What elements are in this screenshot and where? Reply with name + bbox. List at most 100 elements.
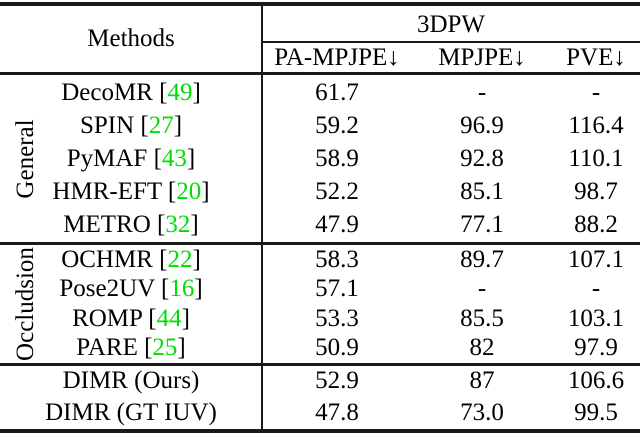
table-row: Pose2UV [16] 57.1 - - [0, 275, 640, 303]
pve-value: 116.4 [568, 111, 624, 139]
pa-mpjpe-value: 61.7 [315, 78, 359, 106]
pa-mpjpe-value: 52.2 [315, 178, 359, 206]
pve-value: 99.5 [574, 399, 618, 426]
mpjpe-value: 89.7 [460, 245, 504, 273]
reference-number: 20 [176, 178, 202, 206]
pve-value: 103.1 [567, 304, 625, 332]
pa-mpjpe-value: 59.2 [315, 111, 359, 139]
mpjpe-value: 87 [469, 367, 495, 394]
col-header-pa-mpjpe: PA-MPJPE↓ [274, 43, 400, 71]
table-row: DIMR (GT IUV) 47.8 73.0 99.5 [0, 399, 640, 427]
method-cell: ROMP [44] [0, 305, 262, 333]
col-header-mpjpe: MPJPE↓ [438, 43, 526, 71]
mpjpe-value: - [477, 78, 487, 106]
section-divider-rule [0, 242, 640, 245]
table-row: METRO [32] 47.9 77.1 88.2 [0, 211, 640, 239]
table-row: HMR-EFT [20] 52.2 85.1 98.7 [0, 178, 640, 206]
method-cell: METRO [32] [0, 211, 262, 239]
section-divider-rule [0, 363, 640, 366]
reference-number: 43 [161, 144, 187, 172]
reference-number: 49 [167, 78, 193, 106]
method-name-suffix: ] [201, 178, 210, 206]
pve-value: - [591, 275, 601, 303]
method-name-suffix: ] [177, 334, 186, 362]
method-cell: PyMAF [43] [0, 145, 262, 173]
method-cell: DecoMR [49] [0, 79, 262, 107]
pve-value: 106.6 [567, 367, 625, 394]
metric-header-row: PA-MPJPE↓ MPJPE↓ PVE↓ [262, 43, 640, 72]
method-cell: DIMR (GT IUV) [0, 399, 262, 427]
reference-number: 22 [167, 245, 193, 273]
reference-number: 44 [156, 304, 182, 332]
pa-mpjpe-value: 50.9 [315, 334, 359, 362]
method-name-suffix: ] [186, 144, 196, 172]
method-name: Pose2UV [ [59, 275, 170, 303]
pa-mpjpe-value: 47.9 [315, 211, 359, 239]
table-row: SPIN [27] 59.2 96.9 116.4 [0, 112, 640, 140]
reference-number: 27 [148, 111, 174, 139]
method-cell: HMR-EFT [20] [0, 178, 262, 206]
group-label-general: General [12, 119, 39, 199]
col-header-pve: PVE↓ [566, 43, 626, 71]
method-name: DecoMR [ [61, 78, 168, 106]
method-name-suffix: ] [181, 304, 190, 332]
mpjpe-value: 85.1 [460, 178, 504, 206]
pa-mpjpe-value: 58.3 [315, 245, 359, 273]
method-name: SPIN [ [79, 111, 149, 139]
group-general: General DecoMR [49] 61.7 - - SPIN [27] 5… [0, 76, 640, 242]
pve-value: 98.7 [574, 178, 618, 206]
pa-mpjpe-value: 47.8 [315, 399, 359, 426]
dataset-underline-rule [262, 41, 640, 43]
pa-mpjpe-value: 57.1 [315, 275, 359, 303]
reference-number: 25 [152, 334, 178, 362]
method-name-suffix: ] [190, 211, 199, 239]
mpjpe-value: 85.5 [460, 304, 504, 332]
table-row: DecoMR [49] 61.7 - - [0, 79, 640, 107]
method-name: OCHMR [ [61, 245, 168, 273]
method-name: DIMR (GT IUV) [45, 399, 217, 426]
column-divider-line [261, 6, 263, 429]
table-row: ROMP [44] 53.3 85.5 103.1 [0, 305, 640, 333]
method-cell: PARE [25] [0, 334, 262, 362]
mpjpe-value: 73.0 [460, 399, 504, 426]
pve-value: - [591, 78, 601, 106]
method-name-suffix: ] [173, 111, 183, 139]
mpjpe-value: 82 [469, 334, 495, 362]
method-cell: SPIN [27] [0, 112, 262, 140]
mpjpe-value: 92.8 [460, 144, 504, 172]
pve-value: 110.1 [568, 144, 624, 172]
method-name-suffix: ] [194, 275, 203, 303]
method-name: PARE [ [76, 334, 153, 362]
pa-mpjpe-value: 53.3 [315, 304, 359, 332]
top-rule [0, 2, 640, 6]
table-row: OCHMR [22] 58.3 89.7 107.1 [0, 246, 640, 274]
pve-value: 88.2 [574, 211, 618, 239]
reference-number: 32 [165, 211, 191, 239]
mpjpe-value: - [477, 275, 487, 303]
table-row: PARE [25] 50.9 82 97.9 [0, 334, 640, 362]
table-row: PyMAF [43] 58.9 92.8 110.1 [0, 145, 640, 173]
pve-value: 97.9 [574, 334, 618, 362]
method-name: ROMP [ [72, 304, 157, 332]
reference-number: 16 [169, 275, 195, 303]
mpjpe-value: 77.1 [460, 211, 504, 239]
pa-mpjpe-value: 58.9 [315, 144, 359, 172]
method-name-suffix: ] [192, 78, 201, 106]
method-cell: OCHMR [22] [0, 246, 262, 274]
mpjpe-value: 96.9 [460, 111, 504, 139]
group-label-occlusion: Occludsion [12, 247, 39, 361]
method-name: PyMAF [ [66, 144, 162, 172]
header-bottom-rule [0, 72, 640, 75]
method-name: HMR-EFT [ [52, 178, 177, 206]
method-cell: Pose2UV [16] [0, 275, 262, 303]
bottom-rule [0, 429, 640, 433]
pa-mpjpe-value: 52.9 [315, 367, 359, 394]
pve-value: 107.1 [567, 245, 625, 273]
method-name: METRO [ [63, 211, 166, 239]
method-name: DIMR (Ours) [62, 367, 200, 394]
table-row: DIMR (Ours) 52.9 87 106.6 [0, 367, 640, 395]
method-name-suffix: ] [192, 245, 201, 273]
col-header-methods: Methods [87, 25, 175, 52]
method-cell: DIMR (Ours) [0, 367, 262, 395]
